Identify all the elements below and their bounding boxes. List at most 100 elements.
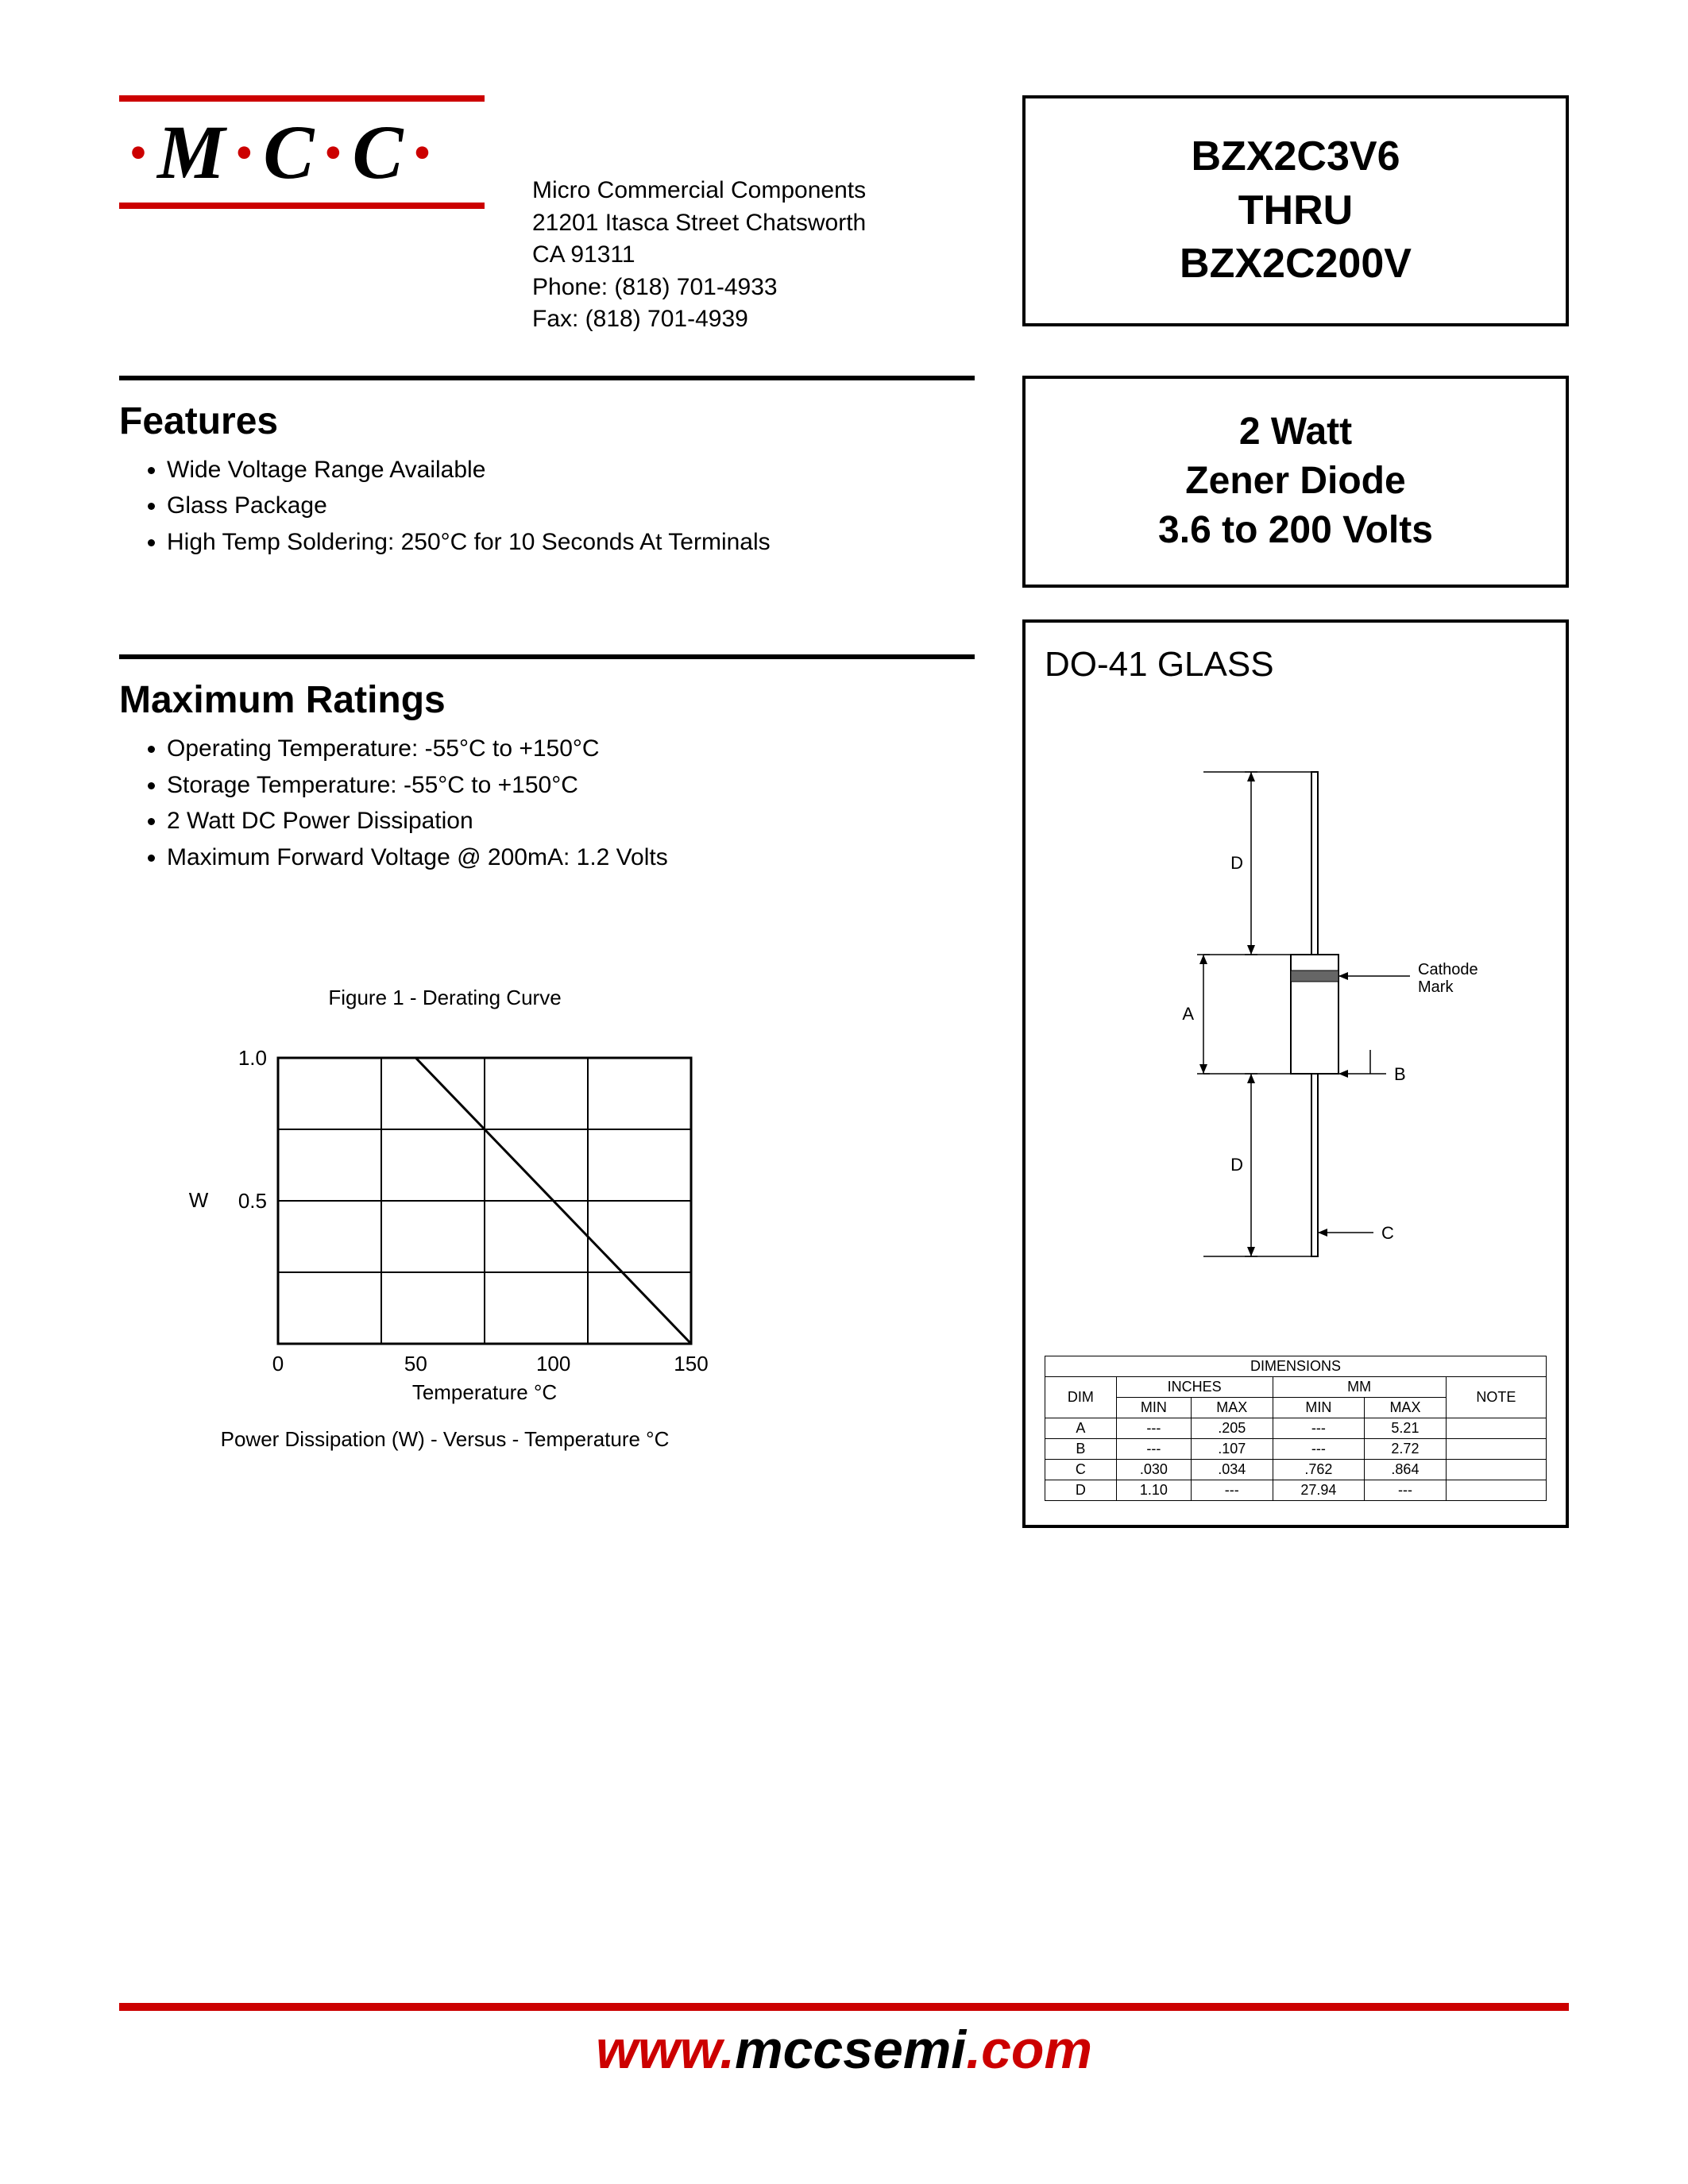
dim-cell: ---: [1191, 1480, 1273, 1500]
dim-row: D1.10---27.94---: [1045, 1480, 1547, 1500]
svg-text:B: B: [1394, 1064, 1406, 1084]
company-fax: Fax: (818) 701-4939: [532, 303, 975, 336]
description-box: 2 Watt Zener Diode 3.6 to 200 Volts: [1022, 376, 1569, 588]
dim-cell: 27.94: [1273, 1480, 1365, 1500]
left-column: Features Wide Voltage Range Available Gl…: [119, 376, 975, 1528]
desc-line3: 3.6 to 200 Volts: [1041, 506, 1550, 555]
svg-text:0.5: 0.5: [238, 1189, 267, 1213]
dim-row: A---.205---5.21: [1045, 1418, 1547, 1438]
dim-cell: .030: [1116, 1459, 1191, 1480]
figure1-caption-top: Figure 1 - Derating Curve: [167, 986, 723, 1010]
logo: ·M·C·C·: [119, 95, 485, 209]
dim-cell: .864: [1365, 1459, 1447, 1480]
dim-cell: .107: [1191, 1438, 1273, 1459]
footer-suffix: .com: [966, 2020, 1092, 2080]
part-number-box: BZX2C3V6 THRU BZX2C200V: [1022, 95, 1569, 326]
logo-top-bar: [119, 95, 485, 102]
dim-cell: [1446, 1459, 1546, 1480]
company-phone: Phone: (818) 701-4933: [532, 272, 975, 304]
footer-bar: [119, 2003, 1569, 2011]
logo-text: ·M·C·C·: [119, 102, 485, 203]
features-heading: Features: [119, 399, 975, 443]
footer-mid: mccsemi: [735, 2020, 966, 2080]
svg-text:D: D: [1230, 853, 1243, 873]
figure1-caption-bot: Power Dissipation (W) - Versus - Tempera…: [167, 1427, 723, 1452]
dim-cell: A: [1045, 1418, 1117, 1438]
rating-item: Storage Temperature: -55°C to +150°C: [167, 768, 975, 803]
dim-row: B---.107---2.72: [1045, 1438, 1547, 1459]
svg-text:1.0: 1.0: [238, 1046, 267, 1070]
dim-table-title: DIMENSIONS: [1045, 1356, 1547, 1376]
svg-text:Mark: Mark: [1418, 978, 1454, 996]
dim-cell: ---: [1273, 1438, 1365, 1459]
figure1: Figure 1 - Derating Curve 0.5 1.0 0 50 100 15…: [167, 986, 975, 1452]
dim-cell: ---: [1273, 1418, 1365, 1438]
svg-text:Cathode: Cathode: [1418, 961, 1478, 978]
company-info: Micro Commercial Components 21201 Itasca…: [532, 95, 975, 336]
dim-cell: ---: [1116, 1418, 1191, 1438]
desc-line2: Zener Diode: [1041, 457, 1550, 506]
company-name: Micro Commercial Components: [532, 175, 975, 207]
part-line2: THRU: [1049, 184, 1542, 238]
header: ·M·C·C· Micro Commercial Components 2120…: [119, 95, 1569, 336]
dim-cell: D: [1045, 1480, 1117, 1500]
dim-cell: .034: [1191, 1459, 1273, 1480]
rule-features: [119, 376, 975, 380]
ratings-list: Operating Temperature: -55°C to +150°C S…: [119, 731, 975, 874]
company-address1: 21201 Itasca Street Chatsworth: [532, 207, 975, 240]
desc-line1: 2 Watt: [1041, 407, 1550, 457]
feature-item: Wide Voltage Range Available: [167, 453, 975, 488]
dim-col-dim: DIM: [1045, 1376, 1117, 1418]
dim-cell: [1446, 1418, 1546, 1438]
rating-item: Maximum Forward Voltage @ 200mA: 1.2 Vol…: [167, 840, 975, 875]
dimensions-table: DIMENSIONS DIM INCHES MM NOTE MIN MAX MI…: [1045, 1356, 1547, 1501]
logo-bottom-bar: [119, 203, 485, 209]
dim-col-note: NOTE: [1446, 1376, 1546, 1418]
footer-url: www.mccsemi.com: [119, 2019, 1569, 2081]
dim-cell: [1446, 1438, 1546, 1459]
svg-text:50: 50: [404, 1352, 427, 1376]
dim-hdr-mm: MM: [1273, 1376, 1446, 1397]
package-box: DO-41 GLASS DADBCCathodeMark DIMENSIONS …: [1022, 619, 1569, 1528]
dim-cell: ---: [1365, 1480, 1447, 1500]
svg-text:150: 150: [674, 1352, 708, 1376]
dim-cell: C: [1045, 1459, 1117, 1480]
content: Features Wide Voltage Range Available Gl…: [119, 376, 1569, 1528]
rule-ratings: [119, 654, 975, 659]
svg-text:0: 0: [272, 1352, 284, 1376]
dim-cell: .205: [1191, 1418, 1273, 1438]
company-address2: CA 91311: [532, 239, 975, 272]
dim-cell: 1.10: [1116, 1480, 1191, 1500]
package-title: DO-41 GLASS: [1045, 645, 1547, 685]
right-column: 2 Watt Zener Diode 3.6 to 200 Volts DO-4…: [1022, 376, 1569, 1528]
svg-text:A: A: [1182, 1004, 1194, 1024]
part-line3: BZX2C200V: [1049, 237, 1542, 291]
svg-text:C: C: [1381, 1223, 1394, 1243]
svg-text:D: D: [1230, 1155, 1243, 1175]
footer-prefix: www.: [596, 2020, 735, 2080]
dim-cell: ---: [1116, 1438, 1191, 1459]
derating-chart: 0.5 1.0 0 50 100 150 W Temperature °C: [167, 1042, 771, 1407]
ratings-heading: Maximum Ratings: [119, 678, 975, 722]
dim-cell: 5.21: [1365, 1418, 1447, 1438]
features-list: Wide Voltage Range Available Glass Packa…: [119, 453, 975, 560]
footer: www.mccsemi.com: [119, 2003, 1569, 2081]
feature-item: Glass Package: [167, 488, 975, 523]
dim-row: C.030.034.762.864: [1045, 1459, 1547, 1480]
feature-item: High Temp Soldering: 250°C for 10 Second…: [167, 525, 975, 560]
dim-cell: [1446, 1480, 1546, 1500]
rating-item: 2 Watt DC Power Dissipation: [167, 804, 975, 839]
svg-text:100: 100: [536, 1352, 570, 1376]
dim-cell: 2.72: [1365, 1438, 1447, 1459]
dim-col: MIN: [1116, 1397, 1191, 1418]
dim-hdr-inches: INCHES: [1116, 1376, 1273, 1397]
dim-cell: B: [1045, 1438, 1117, 1459]
dim-cell: .762: [1273, 1459, 1365, 1480]
dim-col: MAX: [1365, 1397, 1447, 1418]
dim-col: MIN: [1273, 1397, 1365, 1418]
package-diagram: D A D B C CathodeMark: [1045, 708, 1537, 1328]
svg-text:Temperature °C: Temperature °C: [412, 1380, 557, 1404]
dim-col: MAX: [1191, 1397, 1273, 1418]
svg-text:W: W: [189, 1188, 209, 1212]
rating-item: Operating Temperature: -55°C to +150°C: [167, 731, 975, 766]
